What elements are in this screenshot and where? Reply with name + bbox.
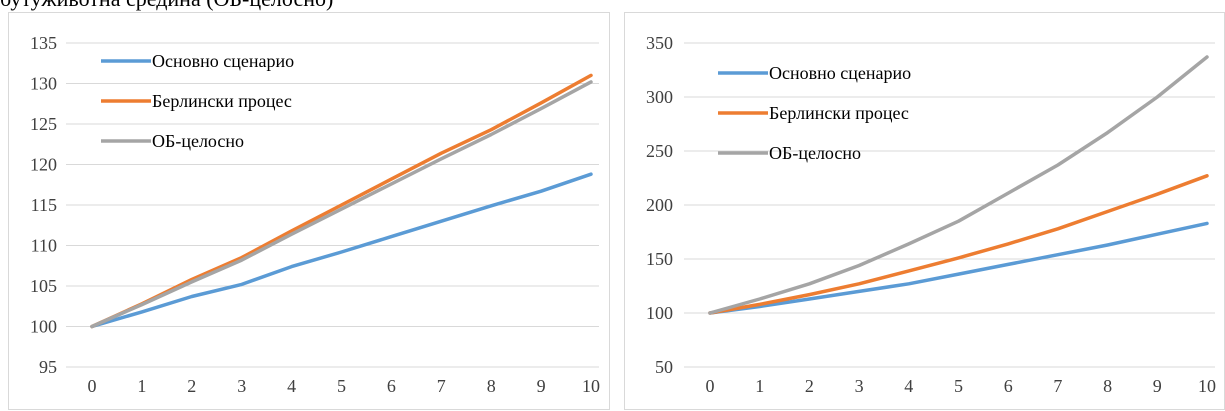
x-tick-label: 10 xyxy=(582,376,600,396)
legend-label: ОБ-целосно xyxy=(152,131,244,151)
legend-label: Берлински процес xyxy=(152,91,292,111)
line-chart-right: 50 100 150 200 250 300 350 0 1 2 3 4 5 6 7 8 9 10 Основно … xyxy=(646,33,1216,396)
x-tick-label: 9 xyxy=(1153,376,1162,396)
y-tick-label: 120 xyxy=(30,155,57,175)
y-tick-label: 350 xyxy=(646,33,673,53)
series-line xyxy=(90,73,593,329)
x-tick-label: 6 xyxy=(1004,376,1013,396)
legend-label: Берлински процес xyxy=(769,103,909,123)
y-tick-label: 50 xyxy=(655,357,673,377)
y-tick-label: 100 xyxy=(30,317,57,337)
y-tick-label: 300 xyxy=(646,87,673,107)
x-tick-label: 8 xyxy=(1103,376,1112,396)
chart-panel-right: 50 100 150 200 250 300 350 0 1 2 3 4 5 6 7 8 9 10 Основно … xyxy=(624,12,1225,410)
series-line xyxy=(708,55,1209,315)
y-tick-label: 135 xyxy=(30,33,57,53)
legend-label: Основно сценарио xyxy=(769,63,911,83)
x-tick-label: 4 xyxy=(904,376,913,396)
x-tick-label: 6 xyxy=(387,376,396,396)
series-line xyxy=(708,221,1209,315)
y-tick-label: 125 xyxy=(30,114,57,134)
x-tick-label: 9 xyxy=(537,376,546,396)
x-tick-label: 2 xyxy=(805,376,814,396)
x-tick-label: 7 xyxy=(1053,376,1062,396)
x-tick-label: 5 xyxy=(954,376,963,396)
y-tick-label: 150 xyxy=(646,249,673,269)
x-tick-label: 0 xyxy=(88,376,97,396)
y-tick-label: 110 xyxy=(31,236,57,256)
line-chart-left: 95 100 105 110 115 120 125 130 135 0 1 2 3 4 5 6 7 8 9 10 Ос… xyxy=(30,33,600,396)
x-tick-label: 3 xyxy=(237,376,246,396)
y-tick-label: 95 xyxy=(39,357,57,377)
x-tick-label: 3 xyxy=(855,376,864,396)
x-tick-label: 2 xyxy=(187,376,196,396)
y-tick-label: 115 xyxy=(31,195,57,215)
chart-panel-left: 95 100 105 110 115 120 125 130 135 0 1 2 3 4 5 6 7 8 9 10 Ос… xyxy=(8,12,610,410)
x-tick-label: 5 xyxy=(337,376,346,396)
series-line xyxy=(90,80,593,329)
x-tick-label: 8 xyxy=(487,376,496,396)
y-tick-label: 250 xyxy=(646,141,673,161)
y-tick-label: 100 xyxy=(646,303,673,323)
x-tick-label: 1 xyxy=(137,376,146,396)
y-tick-label: 130 xyxy=(30,74,57,94)
series-line xyxy=(90,172,593,329)
y-tick-label: 105 xyxy=(30,276,57,296)
x-tick-label: 7 xyxy=(437,376,446,396)
x-tick-label: 0 xyxy=(706,376,715,396)
y-tick-label: 200 xyxy=(646,195,673,215)
x-tick-label: 10 xyxy=(1198,376,1216,396)
legend-label: ОБ-целосно xyxy=(769,143,861,163)
legend-label: Основно сценарио xyxy=(152,51,294,71)
x-tick-label: 4 xyxy=(287,376,296,396)
series-line xyxy=(708,174,1209,315)
page-caption: бутуживотна средина (ОБ-целосно) xyxy=(0,0,333,12)
x-tick-label: 1 xyxy=(755,376,764,396)
